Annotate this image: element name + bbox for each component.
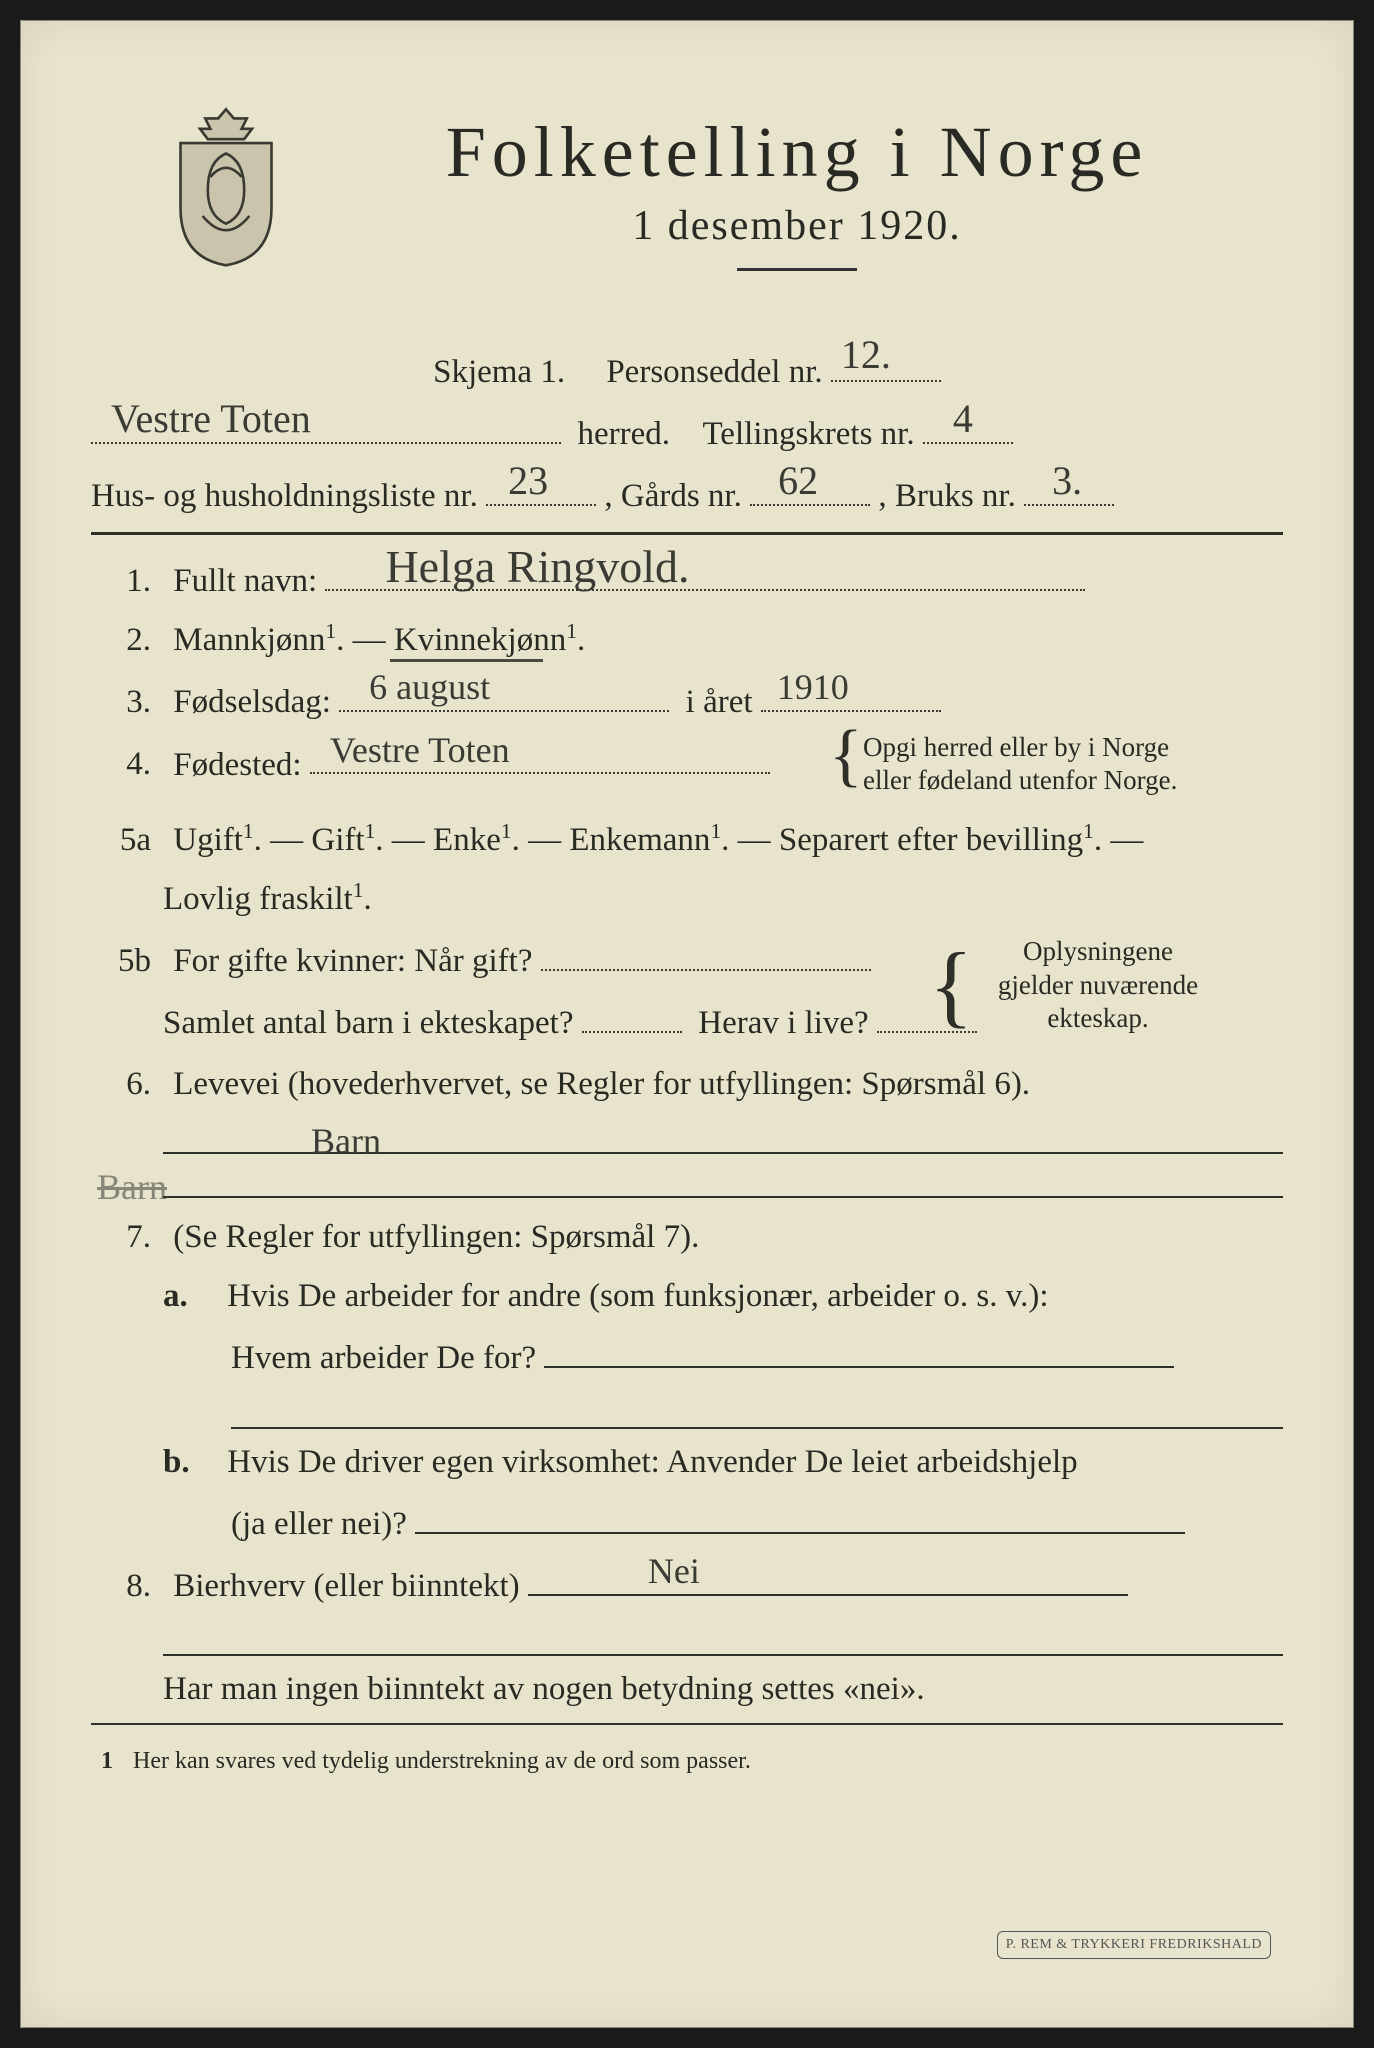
footnote: 1 Her kan svares ved tydelig understrekn… [91,1743,1283,1780]
divider-bottom [91,1723,1283,1725]
q6-answer-line1: Barn [91,1118,1283,1154]
q8: 8. Bierhverv (eller biinntekt) Nei [91,1558,1283,1612]
label-personseddel: Personseddel nr. [606,354,822,390]
footnote-num: 1 [101,1748,113,1774]
q7a-blank2 [91,1393,1283,1429]
q5b-c: Herav i live? [698,1005,868,1041]
label-husliste: Hus- og husholdningsliste nr. [91,478,478,514]
value-bruk: 3. [1052,450,1082,512]
q8-value: Nei [648,1544,700,1600]
q3-day: 6 august [369,660,490,716]
label-herred: herred. [578,416,671,452]
q1-value: Helga Ringvold. [385,531,689,602]
q6-label: Levevei (hovederhvervet, se Regler for u… [173,1066,1030,1102]
q7-num: 7. [91,1212,151,1263]
q7a-line1: Hvis De arbeider for andre (som funksjon… [227,1278,1048,1314]
q5b: 5b For gifte kvinner: Når gift? { Oplysn… [91,933,1283,987]
q7b-line2: (ja eller nei)? [231,1506,407,1542]
q5b-a: For gifte kvinner: Når gift? [173,943,532,979]
q2: 2. Mannkjønn1. — Kvinnekjønn1. [91,615,1283,666]
q8-num: 8. [91,1561,151,1612]
q3: 3. Fødselsdag: 6 august i året 1910 [91,674,1283,728]
title-main: Folketelling i Norge [351,111,1243,194]
q4: 4. Fødested: Vestre Toten { Opgi herred … [91,737,1283,791]
line-hus: Hus- og husholdningsliste nr. 23 , Gårds… [91,468,1283,522]
q3-mid: i året [686,684,753,720]
q6-answer-line2: Barn [91,1162,1283,1198]
q5a-options: Ugift1. — Gift1. — Enke1. — Enkemann1. —… [173,822,1143,858]
q4-num: 4. [91,739,151,790]
q7b-line1: Hvis De driver egen virksomhet: Anvender… [227,1444,1077,1480]
q1-num: 1. [91,556,151,607]
q1-label: Fullt navn: [173,563,317,599]
form-body: Skjema 1. Personseddel nr. 1 2. Vestre To… [91,336,1283,1967]
q7a: a. Hvis De arbeider for andre (som funks… [91,1271,1283,1322]
header: Folketelling i Norge 1 desember 1920. [91,81,1283,311]
title-rule [737,268,857,271]
q7: 7. (Se Regler for utfyllingen: Spørsmål … [91,1212,1283,1263]
value-personseddel-nr: 12. [841,324,891,386]
tailnote: Har man ingen biinntekt av nogen betydni… [91,1664,1283,1715]
q7-label: (Se Regler for utfyllingen: Spørsmål 7). [173,1219,699,1255]
coat-of-arms-icon [161,101,291,271]
q6-num: 6. [91,1059,151,1110]
page: Folketelling i Norge 1 desember 1920. Sk… [91,81,1283,1967]
q5b-num: 5b [91,936,151,987]
q7a-line2row: Hvem arbeider De for? [91,1330,1283,1384]
title-sub: 1 desember 1920. [351,202,1243,250]
q4-note: Opgi herred eller by i Norge eller fødel… [863,731,1243,799]
value-krets: 4 [953,388,973,450]
label-tellingskrets: Tellingskrets nr. [702,416,914,452]
q4-brace-icon: { [829,721,863,791]
scan-frame: Folketelling i Norge 1 desember 1920. Sk… [20,20,1354,2028]
q6: 6. Levevei (hovederhvervet, se Regler fo… [91,1059,1283,1110]
q7a-line2: Hvem arbeider De for? [231,1340,536,1376]
value-hus: 23 [508,450,548,512]
footnote-text: Her kan svares ved tydelig understreknin… [133,1748,751,1774]
line-herred: Vestre Toten herred. Tellingskrets nr. 4 [91,406,1283,460]
q5b-b: Samlet antal barn i ekteskapet? [163,1005,574,1041]
q1: 1. Fullt navn: Helga Ringvold. [91,553,1283,607]
q8-label: Bierhverv (eller biinntekt) [173,1568,519,1604]
q3-label: Fødselsdag: [173,684,331,720]
q5a: 5a Ugift1. — Gift1. — Enke1. — Enkemann1… [91,815,1283,866]
q2-kvinne: Kvinnekjønn1. [394,622,585,658]
q5b-line2: Samlet antal barn i ekteskapet? Herav i … [91,995,1283,1049]
q4-label: Fødested: [173,746,301,782]
printer-mark: P. REM & TRYKKERI FREDRIKSHALD [997,1931,1271,1959]
value-gard: 62 [778,450,818,512]
q3-year: 1910 [777,660,849,716]
q2-num: 2. [91,615,151,666]
label-bruks: , Bruks nr. [878,478,1016,514]
q4-value: Vestre Toten [330,723,510,779]
q2-dash: — [353,622,394,658]
label-gards: , Gårds nr. [604,478,741,514]
value-herred: Vestre Toten [111,388,311,450]
q6-struck: Barn [97,1160,167,1216]
q5a-num: 5a [91,815,151,866]
q5a-line2: Lovlig fraskilt1. [91,874,1283,925]
q8-blank2 [91,1620,1283,1656]
q7a-num: a. [163,1271,211,1322]
q7b: b. Hvis De driver egen virksomhet: Anven… [91,1437,1283,1488]
q7b-line2row: (ja eller nei)? [91,1496,1283,1550]
label-skjema: Skjema 1. [433,354,565,390]
q7b-num: b. [163,1437,211,1488]
q3-num: 3. [91,677,151,728]
q2-mann: Mannkjønn1. [173,622,344,658]
